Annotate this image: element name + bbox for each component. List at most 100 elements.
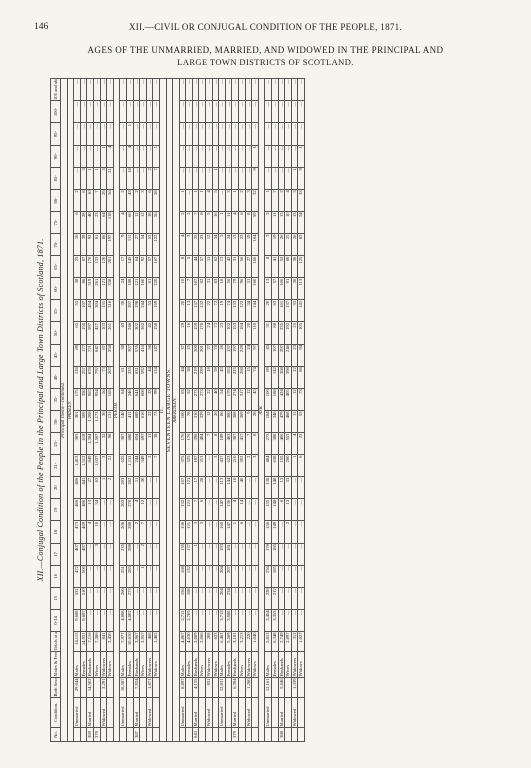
age-value-cell: — [278, 145, 285, 168]
total-cell: 4,867 [179, 631, 186, 652]
age-value-cell: 1 [218, 211, 226, 234]
age-value-cell: 102 [225, 321, 232, 345]
age-value-cell: 36 [100, 410, 107, 433]
age-value-cell: — [225, 100, 232, 123]
age-value-cell: — [205, 145, 213, 168]
header-age: 18 [50, 520, 61, 544]
age-value-cell: 21 [106, 167, 114, 190]
age-value-cell: 3 [139, 189, 147, 212]
age-value-cell: 4,808 [119, 609, 127, 632]
age-value-cell: — [139, 587, 147, 610]
town-heading-ayr-label: AYR. [258, 78, 265, 742]
age-value-cell: 3 [185, 233, 193, 256]
age-value-cell: 285 [126, 565, 134, 588]
age-value-cell: 122 [152, 233, 160, 256]
header-both-sexes: Both Sexes. [50, 677, 61, 698]
age-value-cell: 121 [185, 476, 193, 499]
total-cell: 841 [100, 631, 107, 652]
age-value-cell: — [278, 78, 285, 101]
age-value-cell: 38 [152, 432, 160, 455]
age-value-cell: 23 [291, 344, 298, 367]
age-value-cell: 654 [133, 432, 140, 455]
age-value-cell: 178 [264, 543, 272, 566]
age-value-cell: 85 [297, 233, 305, 256]
age-value-cell: 92 [86, 233, 94, 256]
age-value-cell: 22 [146, 410, 153, 433]
age-value-cell: — [106, 78, 114, 101]
age-value-cell: — [278, 565, 285, 588]
age-value-cell: 4 [179, 233, 186, 256]
table-row: Unmarried 18,587 Males 7,977 4,808 260 251 235 2… [119, 78, 127, 742]
age-value-cell: 304 [93, 299, 101, 322]
age-value-cell: 623 [225, 454, 232, 477]
age-value-cell: 54 [297, 211, 305, 234]
age-value-cell: 1,507 [93, 432, 101, 455]
age-value-cell: — [231, 609, 239, 632]
age-value-cell: 118 [106, 211, 114, 234]
table-row: Females 5,569 3,088 234 207 181 147 136 144 623 46… [225, 78, 232, 742]
table-row: Females 10,610 4,802 273 285 288 288 278 282 1,11… [126, 78, 134, 742]
age-value-cell: 148 [271, 476, 279, 499]
age-value-cell: 34 [212, 233, 219, 256]
condition-cell: Married [86, 697, 94, 728]
age-value-cell: — [264, 100, 272, 123]
sex-cell: Widows [251, 651, 259, 678]
age-value-cell: 297 [278, 344, 285, 367]
age-value-cell: 64 [133, 255, 140, 278]
age-value-cell: 1 [264, 189, 272, 212]
condition-cell [238, 697, 246, 728]
age-value-cell: 268 [238, 366, 246, 389]
age-value-cell: — [291, 78, 298, 101]
rotated-table: XII.—Conjugal Condition of the People in… [36, 78, 502, 742]
age-value-cell: 52 [185, 388, 193, 411]
age-value-cell: 43 [119, 321, 127, 345]
both-sexes-cell [225, 677, 232, 698]
age-value-cell: 1 [192, 189, 199, 212]
age-value-cell: — [133, 565, 140, 588]
age-value-cell: 138 [264, 476, 272, 499]
age-value-cell: — [152, 122, 160, 146]
age-value-cell: — [198, 145, 206, 168]
age-value-cell: 8 [179, 255, 186, 278]
age-value-cell: 21 [106, 454, 114, 477]
age-value-cell: 6 [73, 211, 81, 234]
row-number [198, 727, 206, 742]
age-value-cell: 220 [152, 277, 160, 300]
caption-line-2: LARGE TOWN DISTRICTS OF SCOTLAND. [177, 57, 354, 67]
row-number: 388 [278, 727, 285, 742]
header-totals: Totals at all Ages. [50, 631, 61, 652]
both-sexes-cell: 831 [205, 677, 213, 698]
town-heading-perth: PERTH. [113, 78, 120, 742]
total-cell: 2,897 [284, 631, 292, 652]
both-sexes-cell [152, 677, 160, 698]
header-age: 21- [50, 454, 61, 477]
age-value-cell: 466 [73, 498, 81, 521]
age-value-cell: — [205, 587, 213, 610]
age-value-cell: 200 [192, 344, 199, 367]
row-number: 369 [86, 727, 94, 742]
age-value-cell: 1 [297, 145, 305, 168]
age-value-cell: 1 [100, 145, 107, 168]
section-title-large-towns-label: SEVENTEEN LARGE TOWNS. [166, 78, 173, 742]
age-value-cell: 33 [297, 189, 305, 212]
age-value-cell: — [238, 78, 246, 101]
age-value-cell: 34 [93, 498, 101, 521]
sex-cell: Females [80, 651, 87, 678]
age-value-cell: 207 [126, 299, 134, 322]
age-value-cell: 349 [139, 454, 147, 477]
age-value-cell: 125 [297, 255, 305, 278]
age-value-cell: 73 [100, 366, 107, 389]
age-value-cell: — [106, 587, 114, 610]
age-value-cell: — [284, 122, 292, 146]
age-value-cell: 234 [225, 587, 232, 610]
age-value-cell: — [238, 100, 246, 123]
condition-cell: Widowed [205, 697, 213, 728]
age-value-cell: 168 [179, 565, 186, 588]
total-cell: 1,405 [152, 631, 160, 652]
age-value-cell: 148 [271, 498, 279, 521]
age-value-cell: 16 [212, 211, 219, 234]
age-value-cell: 82 [198, 277, 206, 300]
age-value-cell: 140 [119, 410, 127, 433]
age-value-cell: 369 [238, 410, 246, 433]
age-value-cell: 2 [73, 189, 81, 212]
